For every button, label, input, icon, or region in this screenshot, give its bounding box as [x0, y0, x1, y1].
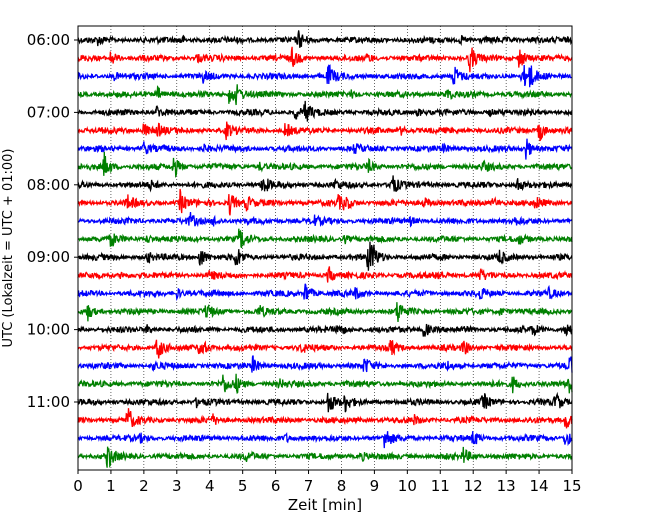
x-tick-label: 5 — [238, 477, 248, 495]
x-tick-label: 7 — [304, 477, 314, 495]
trace-0845 — [77, 228, 573, 249]
trace-0945 — [77, 302, 573, 322]
x-tick-label: 8 — [337, 477, 347, 495]
y-tick-label: 08:00 — [27, 176, 70, 194]
trace-1145 — [77, 446, 573, 469]
y-tick-label: 09:00 — [27, 248, 70, 266]
x-axis-label: Zeit [min] — [288, 496, 362, 514]
trace-0700 — [77, 100, 573, 122]
trace-0645 — [77, 84, 573, 106]
x-tick-label: 2 — [139, 477, 149, 495]
trace-1015 — [77, 339, 573, 359]
x-tick-label: 10 — [398, 477, 417, 495]
trace-0730 — [77, 138, 573, 160]
y-axis: 06:00 07:00 08:00 09:00 10:00 11:00 — [27, 31, 78, 411]
x-tick-label: 9 — [370, 477, 380, 495]
x-tick-label: 3 — [172, 477, 182, 495]
trace-0830 — [77, 211, 573, 228]
trace-layer — [77, 30, 573, 469]
trace-0600 — [77, 30, 573, 48]
trace-0630 — [77, 63, 573, 88]
trace-0715 — [77, 121, 573, 142]
x-tick-label: 1 — [106, 477, 116, 495]
trace-0900 — [77, 241, 573, 271]
y-tick-label: 11:00 — [27, 393, 70, 411]
trace-0915 — [77, 266, 573, 283]
trace-0615 — [77, 46, 573, 73]
x-tick-label: 14 — [530, 477, 549, 495]
trace-1130 — [77, 431, 573, 449]
trace-1045 — [77, 373, 573, 395]
trace-0930 — [77, 283, 573, 302]
trace-1115 — [77, 408, 573, 429]
x-tick-label: 12 — [464, 477, 483, 495]
x-tick-label: 0 — [73, 477, 83, 495]
x-tick-label: 11 — [431, 477, 450, 495]
x-tick-label: 13 — [497, 477, 516, 495]
x-axis: 0 1 2 3 4 5 6 7 8 9 10 11 12 13 14 15 — [73, 470, 582, 495]
trace-1030 — [77, 355, 573, 373]
y-tick-label: 06:00 — [27, 31, 70, 49]
trace-0800 — [77, 175, 573, 193]
trace-0745 — [77, 151, 573, 179]
trace-1100 — [77, 391, 573, 413]
x-tick-label: 6 — [271, 477, 281, 495]
x-tick-label: 4 — [205, 477, 215, 495]
y-tick-label: 07:00 — [27, 103, 70, 121]
x-tick-label: 15 — [562, 477, 581, 495]
y-axis-label: UTC (Lokalzeit = UTC + 01:00) — [1, 149, 16, 348]
plot-frame — [77, 25, 573, 471]
trace-1000 — [77, 323, 573, 337]
trace-0815 — [77, 188, 573, 216]
y-tick-label: 10:00 — [27, 321, 70, 339]
